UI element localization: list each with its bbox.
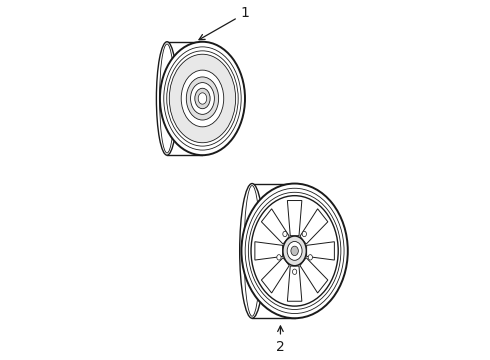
Ellipse shape	[169, 54, 236, 143]
Polygon shape	[261, 209, 289, 244]
Ellipse shape	[242, 184, 348, 318]
Ellipse shape	[240, 184, 265, 318]
Ellipse shape	[186, 95, 191, 102]
Ellipse shape	[160, 44, 174, 153]
Ellipse shape	[291, 246, 298, 256]
Ellipse shape	[193, 111, 198, 118]
Polygon shape	[300, 258, 328, 293]
Polygon shape	[261, 258, 289, 293]
Ellipse shape	[293, 269, 297, 274]
Ellipse shape	[212, 85, 217, 93]
Ellipse shape	[181, 70, 224, 127]
Polygon shape	[300, 209, 328, 244]
Polygon shape	[255, 242, 283, 260]
Ellipse shape	[186, 77, 219, 120]
Ellipse shape	[207, 111, 212, 118]
Text: 2: 2	[276, 326, 285, 354]
Ellipse shape	[283, 236, 306, 266]
Ellipse shape	[251, 196, 338, 306]
Ellipse shape	[277, 255, 281, 260]
Ellipse shape	[198, 93, 207, 104]
Ellipse shape	[193, 78, 198, 86]
Ellipse shape	[287, 242, 302, 260]
Ellipse shape	[156, 42, 178, 155]
Polygon shape	[288, 266, 302, 301]
Ellipse shape	[188, 104, 193, 112]
Ellipse shape	[245, 188, 344, 314]
Polygon shape	[288, 201, 302, 236]
Text: 1: 1	[199, 6, 249, 40]
Ellipse shape	[207, 78, 212, 86]
Ellipse shape	[167, 51, 238, 146]
Ellipse shape	[244, 185, 260, 316]
Polygon shape	[307, 242, 334, 260]
Ellipse shape	[191, 82, 215, 114]
Ellipse shape	[302, 231, 306, 237]
Ellipse shape	[188, 85, 193, 93]
Ellipse shape	[214, 95, 219, 102]
Ellipse shape	[308, 255, 313, 260]
Ellipse shape	[160, 42, 245, 155]
Ellipse shape	[195, 88, 210, 109]
Ellipse shape	[200, 113, 205, 121]
Ellipse shape	[212, 104, 217, 112]
Ellipse shape	[283, 231, 287, 237]
Ellipse shape	[200, 76, 205, 84]
Ellipse shape	[248, 192, 341, 310]
